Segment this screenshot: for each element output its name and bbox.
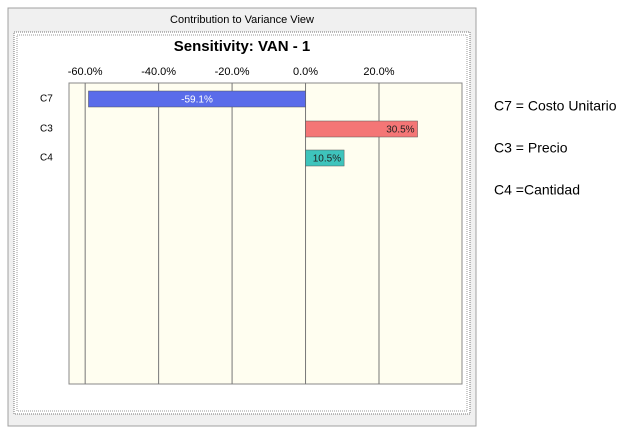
x-tick-label: 20.0% [363, 66, 394, 78]
value-label: 30.5% [386, 125, 414, 136]
annotation: C7 = Costo Unitario [494, 98, 617, 114]
x-tick-label: -60.0% [68, 66, 103, 78]
bar [305, 149, 345, 167]
annotation: C4 =Cantidad [494, 182, 580, 198]
x-tick-label: 0.0% [293, 66, 318, 78]
bar [88, 90, 306, 108]
y-tick-label: C4 [40, 153, 53, 164]
chart-panel-inner [16, 34, 468, 412]
chart-title: Sensitivity: VAN - 1 [174, 38, 310, 55]
chart-content: -60.0% -40.0% -20.0% 0.0% 20.0% C7 -59.1% C3 30.… [40, 66, 418, 384]
window-title: Contribution to Variance View [170, 14, 314, 26]
value-label: -59.1% [181, 95, 213, 106]
annotation: C3 = Precio [494, 140, 568, 156]
bar [305, 120, 418, 138]
x-tick-label: -20.0% [215, 66, 250, 78]
legend-notes: C7 = Costo Unitario C3 = Precio C4 =Cantid… [494, 98, 617, 198]
value-label: 10.5% [313, 154, 341, 165]
y-tick-label: C7 [40, 94, 53, 105]
x-tick-label: -40.0% [141, 66, 176, 78]
y-tick-label: C3 [40, 124, 53, 135]
